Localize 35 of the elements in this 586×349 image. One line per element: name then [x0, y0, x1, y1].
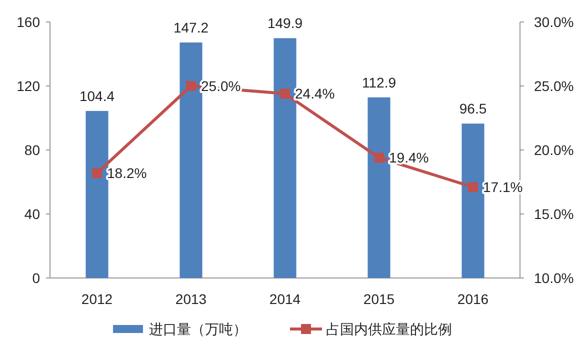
point — [186, 81, 196, 91]
bar — [462, 124, 484, 278]
y-tick-label: 120 — [16, 78, 40, 94]
legend-label: 进口量（万吨） — [149, 321, 247, 337]
data-label: 96.5 — [459, 100, 487, 117]
y-tick-label: 160 — [16, 14, 40, 30]
point — [468, 182, 478, 192]
y2-tick-label: 30.0% — [534, 14, 574, 30]
y2-tick-label: 25.0% — [534, 78, 574, 94]
data-label: 149.9 — [267, 15, 303, 32]
data-label: 18.2% — [107, 165, 147, 182]
data-label: 112.9 — [362, 74, 396, 90]
data-label: 17.1% — [483, 179, 523, 196]
point — [92, 168, 102, 178]
x-tick-label: 2015 — [363, 291, 395, 307]
y-tick-label: 80 — [24, 142, 40, 158]
x-tick-label: 2014 — [269, 291, 301, 307]
y-tick-label: 40 — [24, 206, 40, 222]
point — [280, 88, 290, 99]
bar — [274, 38, 296, 278]
bar — [180, 42, 202, 278]
y2-tick-label: 10.0% — [534, 270, 574, 286]
y2-tick-label: 20.0% — [534, 142, 574, 158]
data-label: 104.4 — [79, 88, 115, 104]
legend-label: 占国内供应量的比例 — [326, 321, 452, 337]
x-tick-label: 2016 — [457, 291, 489, 307]
y2-tick-label: 15.0% — [534, 206, 574, 222]
x-tick-label: 2013 — [175, 291, 207, 307]
y-tick-label: 0 — [32, 270, 40, 286]
point — [374, 152, 384, 163]
bar — [368, 97, 390, 278]
x-tick-label: 2012 — [81, 291, 113, 307]
data-label: 147.2 — [173, 19, 209, 36]
bar — [86, 110, 108, 278]
data-label: 19.4% — [389, 150, 429, 166]
